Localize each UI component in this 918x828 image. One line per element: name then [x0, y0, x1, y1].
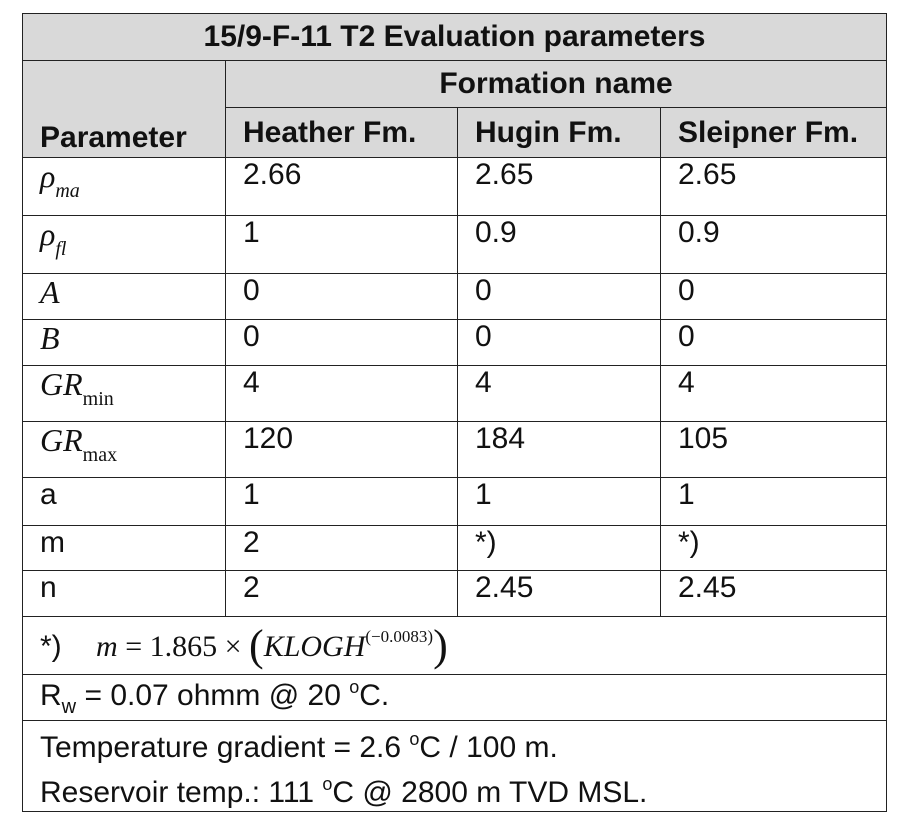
param-subscript: min	[82, 388, 114, 410]
value-cell: 4	[660, 365, 887, 422]
param-symbol: GR	[40, 422, 83, 459]
table-row: ρfl 1 0.9 0.9	[22, 215, 887, 274]
value-cell: 105	[660, 421, 887, 478]
param-symbol: A	[40, 274, 60, 311]
rw-cell: Rw = 0.07 ohmm @ 20 oC.	[22, 674, 887, 721]
value-cell: 0.9	[660, 215, 887, 274]
table-title: 15/9-F-11 T2 Evaluation parameters	[22, 13, 887, 61]
table-row: n 2 2.45 2.45	[22, 570, 887, 617]
value-cell: *)	[457, 525, 661, 571]
value-cell: 0	[660, 273, 887, 320]
gradient-unit: C / 100 m.	[419, 731, 558, 764]
gradient-text: Temperature gradient = 2.6	[40, 731, 410, 764]
value-cell: 1	[660, 477, 887, 526]
param-symbol: GR	[40, 366, 83, 403]
value-cell: 0	[457, 319, 661, 366]
value-cell: 184	[457, 421, 661, 478]
param-subscript: ma	[55, 180, 80, 202]
parameter-cell: a	[22, 477, 226, 526]
formula-equals: = 1.865 ×	[125, 630, 242, 663]
parameter-cell: A	[22, 273, 226, 320]
param-subscript: max	[82, 444, 118, 466]
value-cell: 0	[660, 319, 887, 366]
rw-unit: C.	[359, 678, 390, 712]
rw-prefix: R	[40, 678, 62, 712]
column-header-heather: Heather Fm.	[225, 107, 458, 158]
reservoir-text: Reservoir temp.: 111	[40, 776, 323, 809]
footnote-row: *) m = 1.865 × (KLOGH(−0.0083))	[22, 616, 887, 675]
value-cell: 1	[225, 215, 458, 274]
value-cell: 0	[225, 319, 458, 366]
formula-exponent: (−0.0083)	[365, 627, 434, 646]
value-cell: 2.65	[660, 157, 887, 216]
degree-sign: o	[409, 729, 420, 749]
value-cell: 2.66	[225, 157, 458, 216]
table-row: m 2 *) *)	[22, 525, 887, 571]
reservoir-unit: C @ 2800 m TVD MSL.	[332, 776, 648, 809]
rw-row: Rw = 0.07 ohmm @ 20 oC.	[22, 674, 887, 721]
temperature-gradient-line: Temperature gradient = 2.6 oC / 100 m.	[40, 722, 886, 767]
value-cell: 120	[225, 421, 458, 478]
param-symbol: B	[40, 320, 60, 357]
footnote-cell: *) m = 1.865 × (KLOGH(−0.0083))	[22, 616, 887, 675]
value-cell: 0.9	[457, 215, 661, 274]
temperature-row: Temperature gradient = 2.6 oC / 100 m. R…	[22, 720, 887, 812]
formation-name-header: Formation name	[225, 59, 887, 109]
parameter-cell: GRmin	[22, 365, 226, 422]
parameter-cell: GRmax	[22, 421, 226, 478]
parameter-cell: n	[22, 570, 226, 617]
value-cell: 0	[225, 273, 458, 320]
parameter-cell: m	[22, 525, 226, 571]
value-cell: 4	[225, 365, 458, 422]
open-paren: (	[249, 621, 264, 670]
column-header-sleipner: Sleipner Fm.	[660, 107, 887, 158]
footnote-marker: *)	[40, 630, 62, 663]
parameter-cell: ρma	[22, 157, 226, 216]
value-cell: 2.65	[457, 157, 661, 216]
reservoir-temp-line: Reservoir temp.: 111 oC @ 2800 m TVD MSL…	[40, 766, 886, 811]
param-subscript: fl	[55, 238, 67, 260]
value-cell: 0	[457, 273, 661, 320]
formula-lhs: m	[96, 630, 118, 663]
value-cell: 2.45	[457, 570, 661, 617]
parameter-header: Parameter	[22, 60, 226, 158]
parameters-table-wrapper: 15/9-F-11 T2 Evaluation parameters Param…	[22, 13, 887, 812]
column-header-hugin: Hugin Fm.	[457, 107, 661, 158]
parameter-cell: B	[22, 319, 226, 366]
value-cell: 2	[225, 570, 458, 617]
value-cell: 4	[457, 365, 661, 422]
table-row: ρma 2.66 2.65 2.65	[22, 157, 887, 216]
rw-subscript: w	[61, 695, 77, 718]
value-cell: 2	[225, 525, 458, 571]
value-cell: 1	[225, 477, 458, 526]
m-formula: m = 1.865 × (KLOGH(−0.0083))	[96, 621, 448, 670]
degree-sign: o	[349, 676, 360, 697]
param-symbol: ρ	[40, 216, 56, 253]
table-row: a 1 1 1	[22, 477, 887, 526]
value-cell: 2.45	[660, 570, 887, 617]
table-row: B 0 0 0	[22, 319, 887, 366]
param-symbol: ρ	[40, 158, 56, 195]
evaluation-parameters-table: 15/9-F-11 T2 Evaluation parameters Param…	[22, 13, 887, 812]
degree-sign: o	[322, 774, 333, 794]
table-row: A 0 0 0	[22, 273, 887, 320]
value-cell: *)	[660, 525, 887, 571]
parameter-cell: ρfl	[22, 215, 226, 274]
formula-base: KLOGH	[263, 630, 366, 663]
value-cell: 1	[457, 477, 661, 526]
temperature-cell: Temperature gradient = 2.6 oC / 100 m. R…	[22, 720, 887, 812]
close-paren: )	[433, 621, 448, 670]
table-row: GRmin 4 4 4	[22, 365, 887, 422]
table-row: GRmax 120 184 105	[22, 421, 887, 478]
rw-text: = 0.07 ohmm @ 20	[76, 678, 350, 712]
